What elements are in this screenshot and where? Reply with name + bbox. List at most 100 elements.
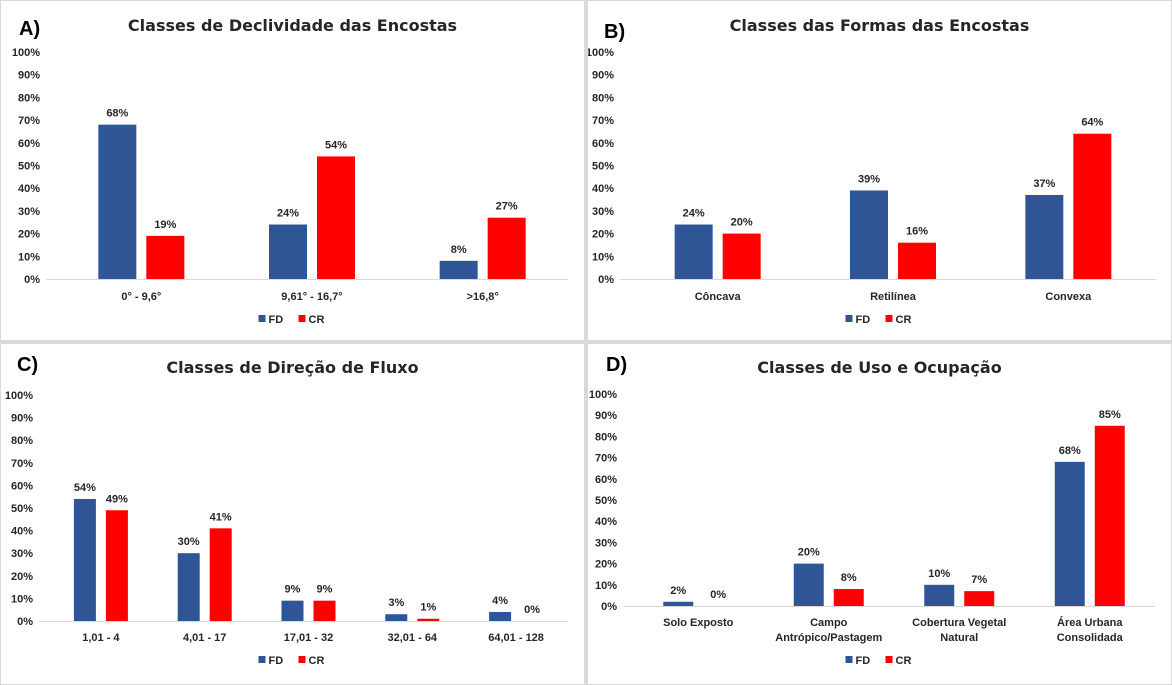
data-label: 4%: [492, 595, 508, 607]
y-tick-label: 100%: [12, 47, 40, 59]
bar-fd: [269, 224, 307, 279]
y-tick-label: 20%: [595, 559, 617, 571]
y-tick-label: 50%: [18, 161, 40, 173]
bar-fd: [1054, 461, 1085, 606]
legend-label-cr: CR: [896, 655, 912, 667]
y-tick-label: 70%: [595, 453, 617, 465]
y-tick-label: 90%: [11, 413, 33, 425]
y-tick-label: 80%: [595, 431, 617, 443]
chart-svg-b: 0% 10% 20% 30% 40% 50% 60% 70% 80% 90% 100% 24% 20% C…: [588, 47, 1156, 326]
category-label: Campo: [810, 617, 848, 629]
bar-cr: [209, 528, 232, 621]
y-tick-label: 30%: [18, 206, 40, 218]
category-label: Área Urbana: [1057, 616, 1123, 629]
bar-cr: [146, 235, 185, 279]
data-label: 20%: [731, 217, 753, 229]
bar-fd: [385, 614, 408, 621]
bar-fd: [98, 124, 137, 279]
legend-swatch-fd: [845, 315, 853, 322]
y-tick-label: 90%: [592, 70, 614, 82]
y-tick-label: 60%: [11, 480, 33, 492]
y-tick-label: 50%: [595, 495, 617, 507]
category-label: Natural: [940, 632, 978, 644]
y-tick-label: 10%: [18, 251, 40, 263]
bar-cr: [313, 600, 336, 621]
data-label: 49%: [106, 493, 128, 505]
data-label: 16%: [906, 226, 928, 238]
data-label: 1%: [420, 602, 436, 614]
y-tick-label: 20%: [11, 571, 33, 583]
y-tick-label: 20%: [592, 229, 614, 241]
y-tick-label: 100%: [5, 390, 33, 402]
data-label: 20%: [798, 547, 820, 559]
y-tick-label: 90%: [595, 410, 617, 422]
y-tick-label: 10%: [11, 593, 33, 605]
bar-cr: [417, 618, 440, 621]
category-label: 0° - 9,6°: [121, 291, 161, 303]
bar-cr: [722, 233, 761, 279]
chart-title-c: Classes de Direção de Fluxo: [166, 358, 419, 377]
legend-label-fd: FD: [269, 314, 284, 326]
data-label: 24%: [277, 208, 299, 220]
data-label: 9%: [285, 584, 301, 596]
chart-svg-a: 0% 10% 20% 30% 40% 50% 60% 70% 80% 90% 100% 68% 19% 0…: [12, 47, 568, 326]
data-label: 54%: [325, 139, 347, 151]
category-label: Retilínea: [870, 291, 917, 303]
legend-swatch-cr: [885, 315, 893, 322]
data-label: 2%: [670, 585, 686, 597]
y-tick-label: 20%: [18, 229, 40, 241]
bar-cr: [833, 589, 864, 606]
y-tick-label: 70%: [18, 115, 40, 127]
category-label: >16,8°: [467, 291, 499, 303]
data-label: 85%: [1099, 409, 1121, 421]
legend-swatch-fd: [845, 656, 853, 663]
data-label: 8%: [451, 244, 467, 256]
category-label: Consolidada: [1057, 632, 1124, 644]
bar-fd: [850, 190, 888, 279]
y-tick-label: 50%: [11, 503, 33, 515]
bar-fd: [281, 600, 304, 621]
category-label: 1,01 - 4: [82, 632, 120, 644]
data-label: 27%: [496, 201, 518, 213]
y-tick-label: 40%: [592, 183, 614, 195]
data-label: 41%: [210, 511, 232, 523]
y-tick-label: 100%: [588, 47, 614, 59]
data-label: 19%: [154, 219, 176, 231]
chart-svg-d: 0% 10% 20% 30% 40% 50% 60% 70% 80% 90% 100% 2% 0% Sol…: [589, 389, 1155, 667]
y-tick-label: 0%: [598, 274, 614, 286]
data-label: 10%: [928, 568, 950, 580]
data-label: 68%: [1059, 445, 1081, 457]
bar-fd: [439, 260, 478, 279]
chart-panel-c: 0% 10% 20% 30% 40% 50% 60% 70% 80% 90% 100% 54% 49% 1…: [1, 344, 584, 684]
y-tick-label: 30%: [595, 537, 617, 549]
data-label: 7%: [971, 574, 987, 586]
bar-fd: [924, 584, 955, 606]
panel-label-b: B): [604, 21, 626, 43]
bar-fd: [663, 601, 694, 606]
bar-fd: [489, 611, 512, 621]
data-label: 54%: [74, 482, 96, 494]
panel-label-d: D): [606, 354, 628, 376]
legend-swatch-cr: [885, 656, 893, 663]
data-label: 30%: [178, 536, 200, 548]
chart-panel-d: 0% 10% 20% 30% 40% 50% 60% 70% 80% 90% 100% 2% 0% Sol…: [588, 344, 1171, 684]
bar-cr: [1094, 425, 1125, 606]
bar-cr: [105, 510, 128, 621]
bar-cr: [1073, 133, 1112, 279]
bar-fd: [793, 563, 824, 606]
y-tick-label: 40%: [11, 526, 33, 538]
panel-label-a: A): [19, 18, 41, 40]
category-label: 17,01 - 32: [284, 632, 334, 644]
data-label: 68%: [106, 108, 128, 120]
legend-label-cr: CR: [309, 655, 325, 667]
category-label: 9,61° - 16,7°: [281, 291, 342, 303]
data-label: 39%: [858, 173, 880, 185]
legend-label-cr: CR: [896, 314, 912, 326]
bar-cr: [964, 591, 995, 606]
data-label: 9%: [317, 584, 333, 596]
y-tick-label: 80%: [11, 435, 33, 447]
bar-cr: [317, 156, 355, 279]
y-tick-label: 50%: [592, 161, 614, 173]
y-tick-label: 60%: [18, 138, 40, 150]
y-tick-label: 40%: [595, 516, 617, 528]
